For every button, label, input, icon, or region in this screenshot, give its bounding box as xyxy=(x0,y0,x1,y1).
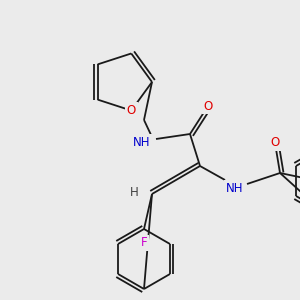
Text: O: O xyxy=(127,104,136,117)
Text: NH: NH xyxy=(226,182,244,194)
Text: O: O xyxy=(203,100,213,112)
Text: F: F xyxy=(141,236,147,250)
Text: NH: NH xyxy=(133,136,151,148)
Text: H: H xyxy=(130,185,138,199)
Text: O: O xyxy=(270,136,280,149)
